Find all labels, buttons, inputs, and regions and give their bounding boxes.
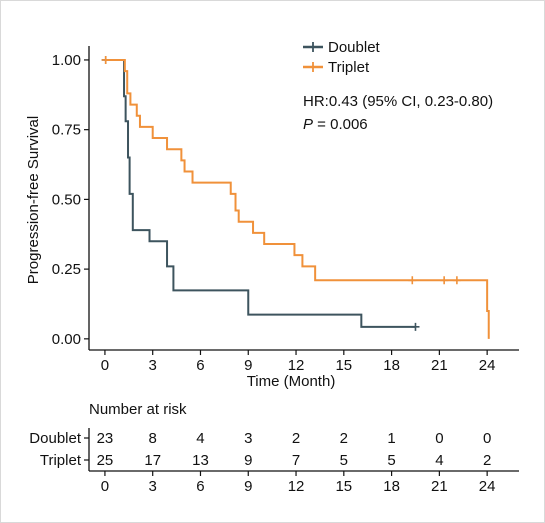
risk-table-cells: 23 8 4 3 2 2 1 0 0 25 17 13 9 7 5 5 4 2 <box>84 430 491 469</box>
x-tick-label: 0 <box>101 357 109 374</box>
risk-row-label-triplet: Triplet <box>40 452 82 469</box>
risk-table-x-ticks: 0 3 6 9 12 15 18 21 24 <box>101 471 496 495</box>
x-axis-label: Time (Month) <box>247 373 336 390</box>
survival-curves <box>101 55 490 339</box>
risk-cell-triplet: 7 <box>292 452 300 469</box>
risk-x-tick-label: 12 <box>288 478 305 495</box>
risk-cell-doublet: 23 <box>97 430 114 447</box>
y-tick-label: 0.75 <box>52 122 81 139</box>
curve-doublet <box>104 58 416 328</box>
legend-label-triplet: Triplet <box>328 59 370 76</box>
hazard-ratio-text: HR:0.43 (95% CI, 0.23-0.80) <box>303 93 493 110</box>
risk-x-tick-label: 15 <box>335 478 352 495</box>
x-tick-label: 6 <box>196 357 204 374</box>
risk-x-tick-label: 9 <box>244 478 252 495</box>
censor-mark-doublet <box>411 322 420 331</box>
risk-row-label-doublet: Doublet <box>29 430 82 447</box>
risk-cell-doublet: 3 <box>244 430 252 447</box>
risk-cell-doublet: 0 <box>435 430 443 447</box>
risk-cell-doublet: 8 <box>149 430 157 447</box>
x-tick-label: 21 <box>431 357 448 374</box>
x-tick-label: 15 <box>335 357 352 374</box>
x-tick-label: 9 <box>244 357 252 374</box>
x-tick-label: 3 <box>149 357 157 374</box>
legend: Doublet Triplet <box>303 39 381 76</box>
p-value-number: = 0.006 <box>313 116 368 133</box>
risk-cell-doublet: 1 <box>387 430 395 447</box>
risk-cell-triplet: 25 <box>97 452 114 469</box>
y-tick-label: 1.00 <box>52 52 81 69</box>
censor-mark-triplet <box>101 55 110 64</box>
y-axis-label: Progression-free Survival <box>25 116 42 284</box>
censor-mark-triplet <box>440 276 449 285</box>
risk-cell-triplet: 4 <box>435 452 443 469</box>
risk-cell-triplet: 5 <box>340 452 348 469</box>
risk-table: Number at risk Doublet Triplet 23 8 4 3 2 2 1 0… <box>29 401 519 495</box>
risk-cell-triplet: 2 <box>483 452 491 469</box>
risk-cell-triplet: 17 <box>144 452 161 469</box>
risk-x-tick-label: 21 <box>431 478 448 495</box>
y-tick-label: 0.25 <box>52 261 81 278</box>
risk-cell-triplet: 13 <box>192 452 209 469</box>
risk-x-tick-label: 24 <box>479 478 496 495</box>
risk-cell-doublet: 2 <box>292 430 300 447</box>
censor-mark-triplet <box>452 276 461 285</box>
x-tick-label: 18 <box>383 357 400 374</box>
x-axis-ticks: 0 3 6 9 12 15 18 21 24 <box>101 350 496 374</box>
y-axis-ticks: 0.00 0.25 0.50 0.75 1.00 <box>52 52 89 348</box>
risk-x-tick-label: 3 <box>149 478 157 495</box>
x-tick-label: 24 <box>479 357 496 374</box>
risk-cell-triplet: 9 <box>244 452 252 469</box>
x-tick-label: 12 <box>288 357 305 374</box>
p-value-symbol: P <box>303 116 313 133</box>
risk-cell-doublet: 4 <box>196 430 204 447</box>
censor-mark-triplet <box>408 276 417 285</box>
risk-cell-doublet: 0 <box>483 430 491 447</box>
y-tick-label: 0.00 <box>52 331 81 348</box>
risk-x-tick-label: 6 <box>196 478 204 495</box>
risk-table-title: Number at risk <box>89 401 187 418</box>
risk-x-tick-label: 18 <box>383 478 400 495</box>
legend-label-doublet: Doublet <box>328 39 381 56</box>
risk-cell-doublet: 2 <box>340 430 348 447</box>
curve-triplet <box>104 58 490 339</box>
p-value-text: P = 0.006 <box>303 116 368 133</box>
risk-x-tick-label: 0 <box>101 478 109 495</box>
y-tick-label: 0.50 <box>52 191 81 208</box>
risk-cell-triplet: 5 <box>387 452 395 469</box>
